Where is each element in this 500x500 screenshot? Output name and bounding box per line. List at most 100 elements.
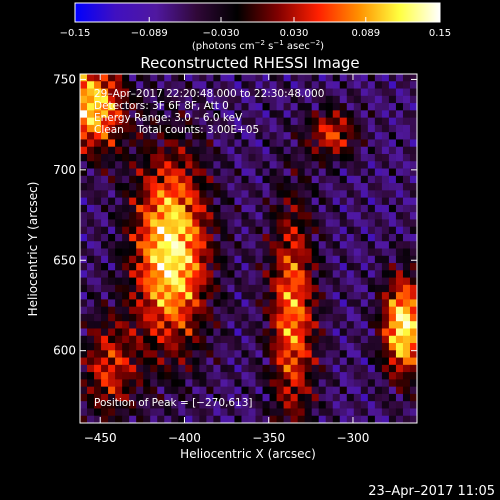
heatmap-cell bbox=[262, 175, 270, 184]
heatmap-cell bbox=[115, 241, 123, 249]
heatmap-cell bbox=[304, 103, 313, 111]
heatmap-cell bbox=[402, 321, 411, 329]
heatmap-cell bbox=[339, 88, 348, 97]
heatmap-cell bbox=[255, 168, 263, 177]
heatmap-cell bbox=[234, 306, 242, 315]
heatmap-cell bbox=[80, 175, 88, 184]
heatmap-cell bbox=[108, 117, 116, 126]
heatmap-cell bbox=[185, 124, 193, 133]
heatmap-cell bbox=[241, 313, 249, 322]
heatmap-cell bbox=[325, 175, 334, 184]
heatmap-cell bbox=[129, 328, 137, 337]
heatmap-cell bbox=[325, 343, 334, 351]
heatmap-cell bbox=[115, 321, 123, 329]
heatmap-cell bbox=[367, 284, 376, 293]
heatmap-cell bbox=[311, 161, 320, 169]
heatmap-cell bbox=[248, 321, 256, 329]
heatmap-cell bbox=[115, 168, 123, 177]
heatmap-cell bbox=[311, 270, 320, 278]
heatmap-cell bbox=[185, 350, 193, 358]
heatmap-cell bbox=[360, 124, 369, 133]
heatmap-cell bbox=[150, 175, 158, 184]
heatmap-cell bbox=[332, 313, 341, 322]
heatmap-cell bbox=[283, 233, 292, 242]
heatmap-cell bbox=[150, 321, 158, 329]
heatmap-cell bbox=[157, 270, 165, 278]
heatmap-cell bbox=[115, 139, 123, 148]
heatmap-cell bbox=[395, 124, 404, 133]
heatmap-cell bbox=[220, 343, 228, 351]
heatmap-cell bbox=[311, 393, 320, 402]
heatmap-cell bbox=[220, 321, 228, 329]
heatmap-cell bbox=[220, 277, 228, 286]
heatmap-cell bbox=[143, 255, 151, 264]
heatmap-cell bbox=[157, 190, 165, 198]
heatmap-cell bbox=[206, 183, 214, 191]
heatmap-cell bbox=[199, 372, 207, 380]
heatmap-cell bbox=[143, 241, 151, 249]
heatmap-cell bbox=[283, 146, 292, 155]
heatmap-cell bbox=[87, 372, 95, 380]
heatmap-cell bbox=[283, 110, 292, 119]
heatmap-cell bbox=[402, 74, 411, 82]
heatmap-cell bbox=[374, 146, 383, 155]
heatmap-cell bbox=[269, 270, 277, 278]
heatmap-cell bbox=[402, 415, 411, 423]
heatmap-cell bbox=[213, 350, 221, 358]
heatmap-cell bbox=[171, 103, 179, 111]
heatmap-cell bbox=[318, 372, 327, 380]
heatmap-cell bbox=[206, 233, 214, 242]
heatmap-cell bbox=[213, 248, 221, 257]
heatmap-cell bbox=[325, 183, 334, 191]
heatmap-cell bbox=[227, 299, 235, 308]
heatmap-cell bbox=[255, 372, 263, 380]
heatmap-cell bbox=[157, 226, 165, 235]
heatmap-cell bbox=[374, 364, 383, 373]
heatmap-cell bbox=[171, 95, 179, 104]
heatmap-cell bbox=[374, 88, 383, 97]
heatmap-cell bbox=[311, 233, 320, 242]
heatmap-cell bbox=[395, 372, 404, 380]
heatmap-cell bbox=[311, 88, 320, 97]
heatmap-cell bbox=[367, 124, 376, 133]
heatmap-cell bbox=[80, 204, 88, 213]
colorbar-tick-label: −0.030 bbox=[202, 28, 239, 39]
heatmap-cell bbox=[164, 386, 172, 395]
heatmap-cell bbox=[108, 103, 116, 111]
heatmap-cell bbox=[213, 306, 221, 315]
heatmap-cell bbox=[164, 393, 172, 402]
heatmap-cell bbox=[129, 255, 137, 264]
heatmap-cell bbox=[395, 321, 404, 329]
heatmap-cell bbox=[276, 415, 284, 423]
heatmap-cell bbox=[178, 197, 186, 206]
heatmap-cell bbox=[220, 168, 228, 177]
heatmap-cell bbox=[374, 379, 383, 388]
heatmap-cell bbox=[248, 241, 256, 249]
heatmap-cell bbox=[164, 233, 172, 242]
heatmap-cell bbox=[192, 212, 200, 220]
heatmap-cell bbox=[262, 343, 270, 351]
heatmap-cell bbox=[94, 263, 102, 271]
heatmap-cell bbox=[290, 204, 299, 213]
heatmap-cell bbox=[234, 241, 242, 249]
heatmap-cell bbox=[122, 357, 130, 366]
heatmap-cell bbox=[367, 183, 376, 191]
heatmap-cell bbox=[276, 103, 284, 111]
heatmap-cell bbox=[171, 124, 179, 133]
heatmap-cell bbox=[108, 204, 116, 213]
heatmap-cell bbox=[185, 204, 193, 213]
heatmap-cell bbox=[143, 372, 151, 380]
heatmap-cell bbox=[304, 299, 313, 308]
heatmap-cell bbox=[381, 270, 390, 278]
heatmap-cell bbox=[87, 401, 95, 409]
heatmap-cell bbox=[318, 284, 327, 293]
heatmap-cell bbox=[129, 226, 137, 235]
heatmap-cell bbox=[157, 248, 165, 257]
heatmap-cell bbox=[171, 153, 179, 162]
heatmap-cell bbox=[353, 175, 362, 184]
heatmap-cell bbox=[206, 204, 214, 213]
heatmap-cell bbox=[276, 153, 284, 162]
heatmap-cell bbox=[297, 146, 306, 155]
heatmap-cell bbox=[87, 335, 95, 344]
